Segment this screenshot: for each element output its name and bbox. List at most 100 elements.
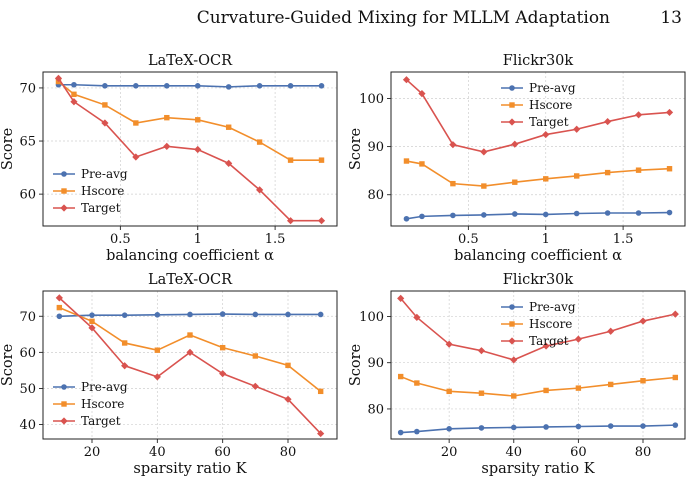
chart-title: LaTeX-OCR bbox=[148, 53, 233, 69]
x-tick-label: 40 bbox=[505, 445, 522, 460]
running-title: Curvature-Guided Mixing for MLLM Adaptat… bbox=[196, 8, 610, 28]
y-tick-label: 60 bbox=[19, 346, 36, 361]
data-point-hscore bbox=[666, 166, 673, 172]
plot-frame bbox=[42, 290, 338, 440]
data-point-hscore bbox=[89, 318, 95, 325]
data-point-pre-avg bbox=[604, 210, 611, 216]
data-point-target bbox=[194, 145, 202, 154]
data-point-hscore bbox=[403, 158, 410, 164]
series-line-target bbox=[400, 297, 676, 361]
y-tick-label: 60 bbox=[19, 188, 36, 203]
data-point-target bbox=[477, 347, 486, 355]
legend-label: Pre-avg bbox=[529, 300, 576, 314]
data-point-target bbox=[413, 313, 421, 321]
legend-label: Hscore bbox=[81, 397, 124, 411]
data-point-pre-avg bbox=[256, 83, 263, 89]
legend: Pre-avg Hscore Target bbox=[501, 81, 576, 129]
data-point-pre-avg bbox=[56, 313, 63, 320]
data-point-target bbox=[671, 310, 679, 318]
legend: Pre-avg Hscore Target bbox=[53, 380, 128, 428]
data-point-target bbox=[634, 111, 643, 119]
data-point-pre-avg bbox=[607, 423, 614, 429]
data-point-hscore bbox=[164, 114, 170, 121]
legend-label: Target bbox=[81, 201, 121, 215]
data-point-pre-avg bbox=[481, 212, 487, 218]
data-point-pre-avg bbox=[318, 83, 325, 89]
legend-marker bbox=[60, 417, 68, 425]
x-tick-label: 1.5 bbox=[613, 232, 634, 247]
data-point-pre-avg bbox=[635, 210, 642, 216]
x-tick-label: 20 bbox=[441, 445, 458, 460]
data-point-hscore bbox=[640, 378, 646, 384]
legend-label: Target bbox=[81, 414, 121, 428]
data-point-pre-avg bbox=[543, 424, 549, 430]
series-line-hscore bbox=[57, 80, 322, 161]
data-point-target bbox=[132, 153, 140, 161]
data-point-target bbox=[55, 294, 63, 302]
plot-frame bbox=[390, 290, 686, 440]
data-point-hscore bbox=[419, 161, 425, 167]
x-tick-label: 80 bbox=[635, 445, 652, 460]
data-point-pre-avg bbox=[317, 311, 324, 318]
data-point-pre-avg bbox=[89, 312, 95, 318]
data-point-hscore bbox=[511, 393, 517, 399]
data-point-hscore bbox=[543, 387, 549, 394]
page-header: Curvature-Guided Mixing for MLLM Adaptat… bbox=[0, 0, 696, 40]
legend-marker bbox=[509, 102, 515, 108]
x-tick-label: 80 bbox=[280, 445, 297, 460]
data-point-pre-avg bbox=[666, 209, 673, 216]
data-point-hscore bbox=[225, 124, 232, 130]
plot-frame bbox=[42, 71, 338, 227]
x-tick-label: 40 bbox=[149, 445, 166, 460]
legend-marker bbox=[60, 204, 68, 212]
series-line-pre-avg bbox=[400, 424, 676, 434]
data-point-hscore bbox=[252, 353, 259, 359]
x-axis-label: sparsity ratio K bbox=[133, 461, 247, 477]
data-point-target bbox=[219, 370, 227, 378]
data-point-hscore bbox=[450, 180, 456, 187]
data-point-target bbox=[542, 342, 550, 350]
y-tick-label: 100 bbox=[359, 310, 384, 325]
data-point-target bbox=[418, 90, 426, 98]
plot-frame bbox=[390, 71, 686, 227]
data-point-pre-avg bbox=[446, 426, 452, 432]
data-point-hscore bbox=[219, 344, 226, 351]
data-point-pre-avg bbox=[71, 81, 77, 88]
page-number: 13 bbox=[660, 8, 682, 28]
legend-label: Hscore bbox=[529, 98, 572, 112]
y-tick-label: 90 bbox=[367, 356, 384, 371]
data-point-target bbox=[225, 159, 233, 167]
data-point-pre-avg bbox=[102, 83, 108, 89]
data-point-pre-avg bbox=[133, 83, 139, 89]
y-tick-label: 80 bbox=[367, 188, 384, 203]
y-tick-label: 70 bbox=[19, 81, 36, 96]
data-point-hscore bbox=[133, 120, 139, 126]
data-point-pre-avg bbox=[573, 210, 580, 217]
data-point-hscore bbox=[102, 102, 108, 108]
series-line-pre-avg bbox=[58, 83, 322, 88]
data-point-target bbox=[574, 335, 582, 343]
data-point-target bbox=[317, 217, 326, 225]
y-tick-label: 90 bbox=[367, 140, 384, 155]
data-point-target bbox=[70, 98, 78, 106]
chart-title: Flickr30k bbox=[503, 272, 574, 288]
y-tick-label: 70 bbox=[19, 310, 36, 325]
chart-panel-3: 20 40 60 80 40 50 60 70 LaTeX-OCR sparsity ratio … bbox=[0, 272, 338, 477]
data-point-target bbox=[121, 362, 129, 370]
data-point-target bbox=[573, 125, 581, 133]
data-point-hscore bbox=[604, 169, 611, 176]
data-point-target bbox=[153, 373, 161, 381]
data-point-hscore bbox=[256, 139, 263, 145]
data-point-pre-avg bbox=[225, 84, 232, 90]
y-tick-label: 80 bbox=[367, 402, 384, 417]
y-axis-label: Score bbox=[348, 344, 364, 386]
chart-title: Flickr30k bbox=[503, 53, 574, 69]
chart-title: LaTeX-OCR bbox=[148, 272, 233, 288]
legend-marker bbox=[508, 337, 516, 345]
data-point-hscore bbox=[187, 332, 193, 338]
data-point-pre-avg bbox=[187, 311, 193, 318]
legend-marker bbox=[509, 304, 515, 310]
data-point-hscore bbox=[573, 173, 580, 179]
data-point-target bbox=[639, 317, 647, 325]
legend: Pre-avg Hscore Target bbox=[53, 167, 128, 215]
